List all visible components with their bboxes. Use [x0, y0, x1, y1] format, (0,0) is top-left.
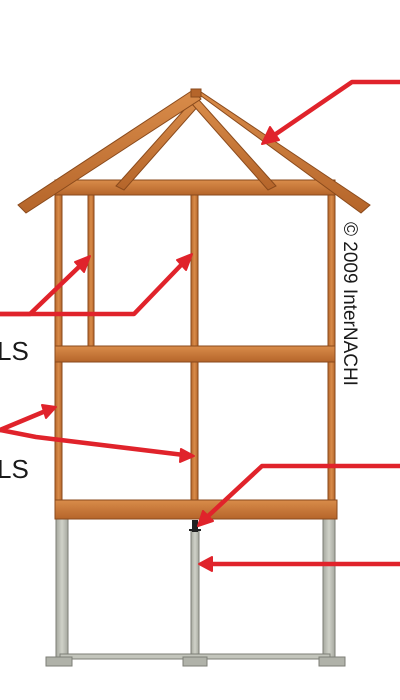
wall-studs	[54, 194, 336, 501]
second-floor-platform	[54, 345, 336, 363]
upper-stud-right	[327, 194, 336, 347]
lower-stud-center	[190, 361, 199, 501]
lower-stud-left	[54, 361, 63, 501]
foundation-wall-left	[55, 517, 69, 659]
upper-stud-left	[54, 194, 63, 347]
foundation-wall-right	[322, 517, 336, 659]
foundation	[45, 517, 346, 667]
arrow-beam	[197, 463, 400, 527]
upper-walls-label: LS	[0, 336, 29, 366]
basement-post	[190, 529, 200, 659]
post-cap	[192, 520, 198, 532]
footing-right	[318, 656, 346, 667]
arrow-post	[198, 556, 400, 572]
first-floor-platform	[54, 499, 338, 520]
ceiling-platform	[54, 179, 336, 196]
arrow-lower-walls	[0, 404, 195, 463]
pointer-arrows	[0, 79, 400, 572]
footing-center	[182, 656, 208, 667]
upper-stud-partition	[87, 194, 95, 347]
upper-stud-center	[190, 194, 199, 347]
lower-walls-label: LS	[0, 454, 29, 484]
roof-framing	[17, 88, 371, 214]
ridge	[190, 88, 202, 98]
arrow-roof	[261, 79, 400, 145]
copyright-notice: © 2009 InterNACHI	[339, 222, 360, 386]
footing-left	[45, 656, 73, 667]
lower-stud-right	[327, 361, 336, 501]
arrow-upper-walls	[0, 253, 193, 317]
